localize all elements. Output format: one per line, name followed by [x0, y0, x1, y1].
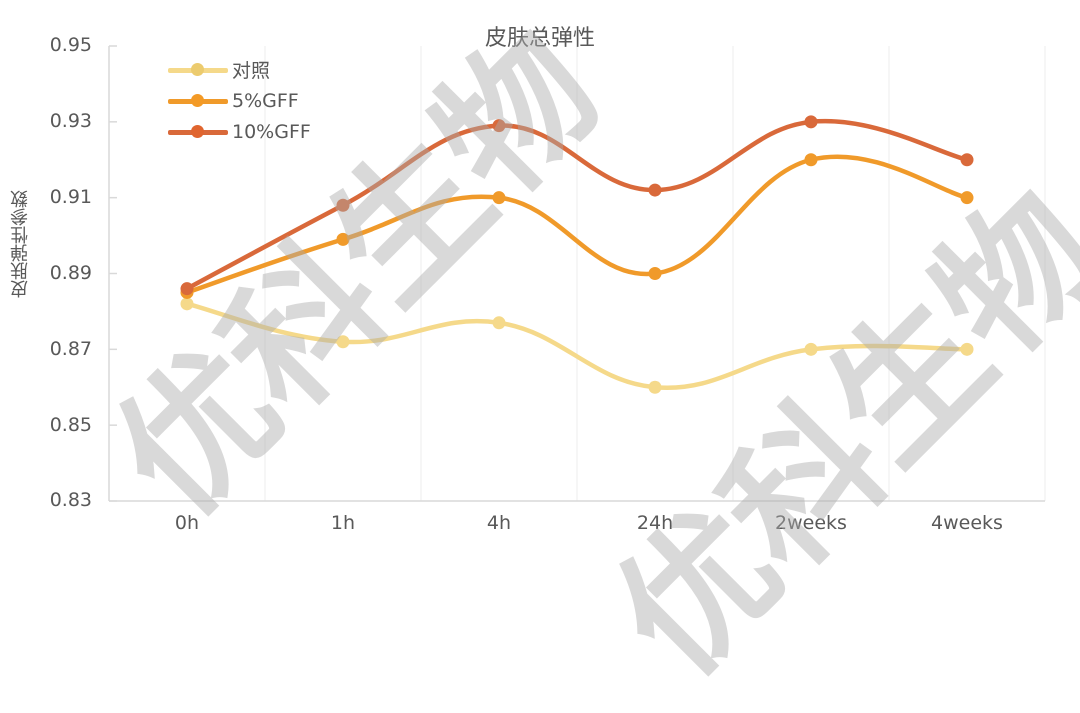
x-tick-label: 0h [174, 512, 200, 534]
y-tick-label: 0.89 [49, 262, 92, 284]
x-tick-label: 2weeks [775, 512, 847, 534]
series-line [184, 301, 970, 391]
legend-line-marker-icon [168, 122, 228, 142]
line-chart: 皮肤总弹性 皮肤弹性参数 0.95 0.93 0.91 0.89 0.87 0.… [10, 0, 1080, 707]
data-point-marker[interactable] [804, 342, 818, 356]
data-point-marker[interactable] [336, 232, 350, 246]
y-tick-label: 0.93 [49, 110, 92, 132]
x-tick-label: 4weeks [931, 512, 1003, 534]
data-point-marker[interactable] [492, 119, 506, 133]
legend-line-marker-icon [168, 91, 228, 111]
y-tick-label: 0.83 [49, 489, 92, 511]
x-tick-label: 4h [486, 512, 512, 534]
data-point-marker[interactable] [960, 342, 974, 356]
data-point-marker[interactable] [648, 380, 662, 394]
data-point-marker[interactable] [180, 282, 194, 296]
legend-line-marker-icon [168, 60, 228, 80]
y-tick-label: 0.95 [49, 34, 92, 56]
legend-label: 对照 [232, 60, 271, 82]
data-point-marker[interactable] [804, 115, 818, 129]
legend-item-10pct-gff[interactable]: 10%GFF [168, 116, 311, 147]
legend-label: 10%GFF [232, 120, 311, 143]
data-point-marker[interactable] [492, 316, 506, 330]
legend: 对照 5%GFF 10%GFF [168, 54, 311, 147]
data-point-marker[interactable] [960, 153, 974, 167]
data-point-marker[interactable] [336, 335, 350, 349]
data-point-marker[interactable] [648, 267, 662, 280]
data-point-marker[interactable] [336, 198, 350, 212]
y-tick-label: 0.85 [49, 414, 92, 436]
y-tick-label: 0.91 [49, 186, 92, 208]
data-point-marker[interactable] [960, 191, 974, 205]
legend-item-control[interactable]: 对照 [168, 54, 311, 85]
data-point-marker[interactable] [804, 153, 818, 167]
data-point-marker[interactable] [492, 191, 506, 205]
legend-label: 5%GFF [232, 89, 299, 112]
series-line [184, 154, 970, 295]
legend-item-5pct-gff[interactable]: 5%GFF [168, 85, 311, 116]
series-line [184, 118, 970, 291]
data-point-marker[interactable] [648, 183, 662, 197]
data-point-marker[interactable] [180, 297, 194, 311]
chart-title: 皮肤总弹性 [484, 26, 595, 51]
x-tick-label: 24h [636, 512, 674, 534]
y-tick-label: 0.87 [49, 338, 92, 360]
x-tick-label: 1h [330, 512, 356, 534]
plot-area [108, 45, 1046, 502]
